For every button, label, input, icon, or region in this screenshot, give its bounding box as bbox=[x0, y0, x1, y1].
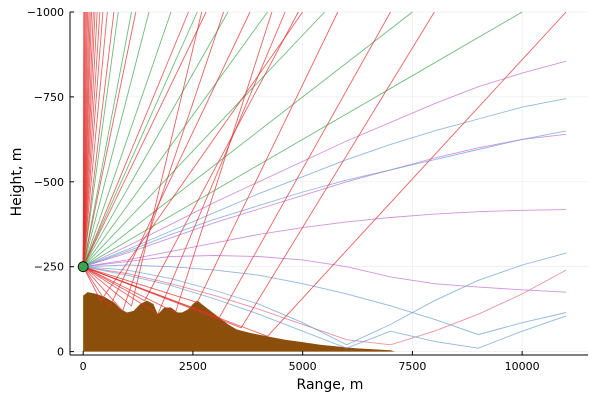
ray-line bbox=[83, 60, 567, 268]
y-tick-label: 0 bbox=[57, 346, 64, 359]
ray-line bbox=[82, 11, 189, 267]
ray-line bbox=[83, 264, 567, 336]
ray-line bbox=[82, 11, 413, 268]
ray-line bbox=[83, 209, 567, 268]
ray-line bbox=[83, 11, 567, 337]
ray-line bbox=[82, 11, 85, 267]
ray-line bbox=[83, 130, 567, 268]
y-tick-label: −750 bbox=[34, 91, 64, 104]
ray-line bbox=[82, 11, 198, 267]
y-tick-label: −250 bbox=[34, 261, 64, 274]
ray-line bbox=[82, 11, 132, 267]
axes bbox=[69, 11, 588, 356]
ray-line bbox=[82, 11, 172, 267]
ray-line bbox=[83, 266, 567, 346]
ray-line bbox=[83, 11, 339, 303]
y-tick-label: −1000 bbox=[27, 6, 64, 19]
ray-line bbox=[83, 266, 567, 349]
x-tick-label: 2500 bbox=[179, 360, 207, 373]
x-tick-label: 7500 bbox=[398, 360, 426, 373]
ray-line bbox=[82, 11, 207, 267]
ray-line bbox=[83, 133, 567, 268]
ray-line bbox=[82, 11, 229, 267]
ray-line bbox=[83, 252, 567, 346]
ray-line bbox=[82, 11, 251, 309]
ray-line bbox=[82, 11, 299, 302]
ray-line bbox=[82, 11, 150, 267]
tick-labels: 0 2500 5000 7500 10000 0 −250 −500 −750 −1000 bbox=[27, 6, 540, 373]
x-tick-label: 5000 bbox=[289, 360, 317, 373]
ray-line bbox=[83, 255, 567, 293]
ray-series bbox=[82, 11, 567, 349]
ray-line bbox=[82, 11, 115, 267]
y-axis-label: Height, m bbox=[9, 148, 25, 217]
ray-line bbox=[82, 11, 203, 307]
ray-line bbox=[82, 11, 104, 267]
y-tick-label: −500 bbox=[34, 176, 64, 189]
ray-line bbox=[82, 11, 268, 267]
ray-line bbox=[82, 11, 286, 315]
source-marker bbox=[77, 261, 89, 273]
ray-line bbox=[83, 11, 435, 329]
ray-line bbox=[82, 11, 273, 314]
ray-line bbox=[82, 11, 119, 267]
source-marker-layer bbox=[77, 261, 89, 273]
ray-line bbox=[82, 11, 325, 268]
x-axis-label: Range, m bbox=[297, 377, 364, 393]
ray-line bbox=[82, 11, 304, 302]
ray-line bbox=[82, 11, 225, 312]
x-tick-label: 10000 bbox=[505, 360, 540, 373]
x-tick-label: 0 bbox=[80, 360, 87, 373]
ray-line bbox=[83, 98, 567, 268]
seabed-fill bbox=[83, 292, 395, 352]
ray-line bbox=[82, 11, 108, 267]
seabed-area bbox=[83, 292, 395, 352]
ray-line bbox=[82, 11, 137, 267]
ray-line bbox=[82, 11, 523, 268]
